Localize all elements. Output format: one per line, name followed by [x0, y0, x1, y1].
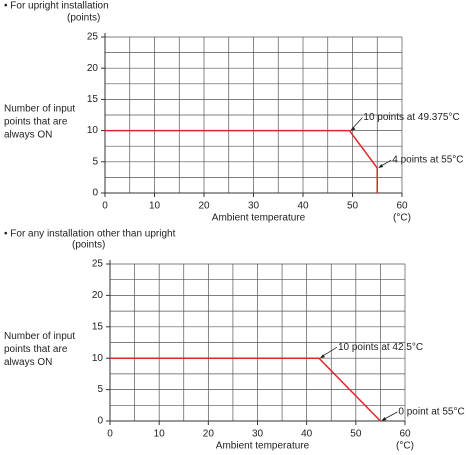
y-tick-label: 25 [87, 32, 99, 43]
y-label: always ON [4, 130, 52, 141]
y-label: Number of input [4, 104, 75, 115]
data-line [110, 357, 381, 422]
chart-title: • For upright installation [4, 1, 109, 12]
x-tick-label: 60 [396, 201, 408, 212]
arrow-head [319, 354, 325, 359]
x-tick-label: 30 [248, 201, 260, 212]
x-tick-label: 10 [154, 429, 166, 440]
x-tick-label: 50 [350, 429, 362, 440]
x-label: Ambient temperature [216, 441, 310, 452]
y-unit: (points) [72, 240, 105, 251]
x-unit: (°C) [396, 441, 414, 452]
y-tick-label: 5 [92, 156, 98, 167]
x-tick-label: 40 [301, 429, 313, 440]
x-tick-label: 40 [297, 201, 309, 212]
y-tick-label: 20 [87, 63, 99, 74]
x-tick-label: 0 [107, 429, 113, 440]
y-tick-label: 10 [87, 125, 99, 136]
x-tick-label: 20 [198, 201, 210, 212]
x-label: Ambient temperature [212, 213, 306, 224]
annotation: 4 points at 55°C [392, 155, 463, 166]
x-tick-label: 0 [102, 201, 108, 212]
data-line [105, 129, 378, 193]
y-label: Number of input [4, 331, 75, 342]
y-tick-label: 25 [92, 259, 104, 270]
y-label: points that are [4, 117, 68, 128]
y-tick-label: 15 [92, 321, 104, 332]
arrow-head [350, 126, 356, 131]
arrow-head [381, 417, 387, 421]
annotation: 0 point at 55°C [398, 407, 464, 418]
y-tick-label: 10 [92, 353, 104, 364]
x-unit: (°C) [393, 213, 411, 224]
annotation: 10 points at 49.375°C [363, 112, 459, 123]
y-tick-label: 20 [92, 290, 104, 301]
y-label: always ON [4, 357, 52, 368]
y-tick-label: 0 [97, 416, 103, 427]
arrow-head [378, 164, 384, 169]
x-tick-label: 30 [252, 429, 264, 440]
chart-title: • For any installation other than uprigh… [4, 229, 176, 240]
x-tick-label: 60 [399, 429, 411, 440]
y-label: points that are [4, 344, 68, 355]
x-tick-label: 20 [203, 429, 215, 440]
y-unit: (points) [67, 13, 100, 24]
y-tick-label: 15 [87, 94, 99, 105]
annotation: 10 points at 42.5°C [338, 342, 423, 353]
y-tick-label: 0 [92, 188, 98, 199]
x-tick-label: 50 [347, 201, 359, 212]
y-tick-label: 5 [97, 384, 103, 395]
x-tick-label: 10 [149, 201, 161, 212]
